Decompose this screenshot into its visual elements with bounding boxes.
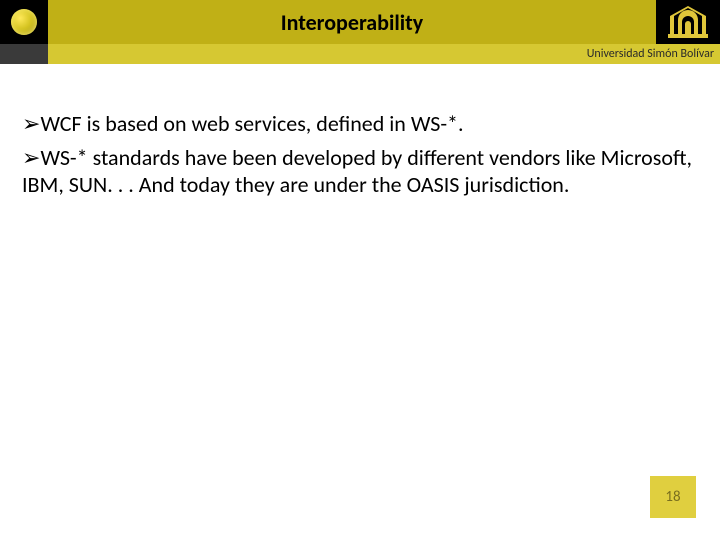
university-logo-box <box>656 0 720 44</box>
bullet-item: ➢WS-* standards have been developed by d… <box>22 144 698 199</box>
page-number-box: 18 <box>650 476 696 518</box>
header-bottom-mid <box>48 44 550 64</box>
slide: Interoperability Universidad Simón Bolív… <box>0 0 720 540</box>
slide-title: Interoperability <box>281 9 423 36</box>
bullet-text: WCF is based on web services, defined in… <box>40 110 463 137</box>
page-number: 18 <box>665 488 680 506</box>
content-area: ➢WCF is based on web services, defined i… <box>0 64 720 199</box>
university-name: Universidad Simón Bolívar <box>587 47 714 61</box>
header-bottom-left <box>0 44 48 64</box>
header-bottom-band: Universidad Simón Bolívar <box>0 44 720 64</box>
bullet-item: ➢WCF is based on web services, defined i… <box>22 110 698 138</box>
lightbulb-icon <box>11 9 37 35</box>
header-bottom-right: Universidad Simón Bolívar <box>550 44 720 64</box>
title-area: Interoperability <box>48 0 656 44</box>
bullet-text: WS-* standards have been developed by di… <box>22 144 692 199</box>
slide-header: Interoperability Universidad Simón Bolív… <box>0 0 720 64</box>
university-crest-icon <box>662 4 714 42</box>
header-top-band: Interoperability <box>0 0 720 44</box>
chevron-right-icon: ➢ <box>22 144 40 171</box>
idea-logo-box <box>0 0 48 44</box>
chevron-right-icon: ➢ <box>22 110 40 137</box>
